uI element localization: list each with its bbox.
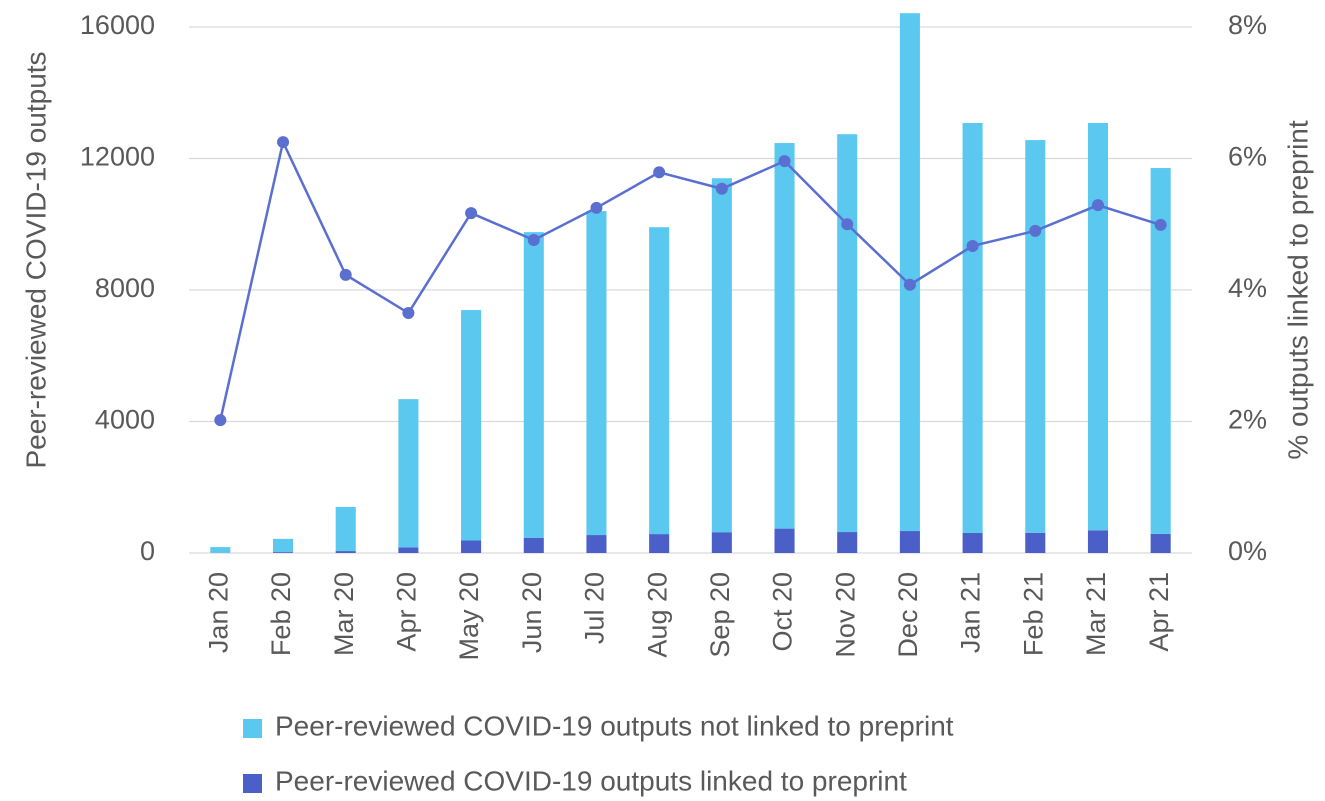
x-tick-label: Jul 20 <box>580 572 610 644</box>
x-tick-label: Oct 20 <box>768 572 798 652</box>
legend-label: Peer-reviewed COVID-19 outputs not linke… <box>275 710 954 741</box>
bar <box>273 552 294 553</box>
bar <box>1087 530 1108 553</box>
y-axis-title: Peer-reviewed COVID-19 outputs <box>20 51 51 468</box>
x-tick-label: Jan 20 <box>203 572 233 653</box>
bar <box>649 227 670 535</box>
line-point <box>778 155 791 168</box>
bar <box>210 547 231 553</box>
bar <box>335 506 356 552</box>
bar <box>837 134 858 533</box>
bar <box>461 540 482 553</box>
bar <box>899 531 920 553</box>
line-point <box>277 136 290 149</box>
line-point <box>903 278 916 291</box>
bar <box>962 122 983 534</box>
x-tick-label: Apr 21 <box>1144 572 1174 652</box>
bar <box>1087 122 1108 531</box>
y-tick-label: 8000 <box>95 273 155 303</box>
line-point <box>465 207 478 220</box>
y2-tick-label: 2% <box>1228 405 1267 435</box>
bar <box>711 178 732 533</box>
bar <box>649 534 670 553</box>
y-tick-label: 16000 <box>80 10 155 40</box>
line-point <box>966 239 979 252</box>
bar <box>1025 532 1046 553</box>
bar <box>774 528 795 553</box>
x-tick-label: Mar 21 <box>1081 572 1111 656</box>
bar <box>523 232 544 538</box>
x-tick-label: Apr 20 <box>392 572 422 652</box>
bar <box>962 533 983 553</box>
bar <box>1150 533 1171 553</box>
line-point <box>1029 224 1042 237</box>
bar <box>586 535 607 553</box>
bar <box>774 143 795 529</box>
y2-tick-label: 0% <box>1228 536 1267 566</box>
line-point <box>1091 199 1104 212</box>
y2-tick-label: 8% <box>1228 10 1267 40</box>
y2-tick-label: 6% <box>1228 142 1267 172</box>
x-tick-label: Sep 20 <box>705 572 735 658</box>
y-tick-label: 12000 <box>80 142 155 172</box>
x-tick-label: Feb 20 <box>266 572 296 656</box>
bar <box>523 537 544 553</box>
y-tick-label: 4000 <box>95 405 155 435</box>
bar <box>461 310 482 541</box>
bar <box>398 399 419 548</box>
line <box>219 138 1162 421</box>
bar <box>1025 140 1046 533</box>
line-point <box>715 182 728 195</box>
legend-swatch <box>243 719 262 738</box>
line-point <box>402 307 415 320</box>
y2-axis-title: % outputs linked to preprint <box>1282 120 1313 460</box>
x-tick-label: Nov 20 <box>830 572 860 658</box>
bar <box>837 532 858 553</box>
line-point <box>841 218 854 231</box>
x-tick-label: Mar 20 <box>329 572 359 656</box>
x-tick-label: Aug 20 <box>642 572 672 658</box>
y2-tick-label: 4% <box>1228 273 1267 303</box>
x-tick-label: Jun 20 <box>517 572 547 653</box>
legend-label: Peer-reviewed COVID-19 outputs linked to… <box>275 765 907 796</box>
legend-swatch <box>243 774 262 793</box>
x-tick-label: May 20 <box>454 572 484 661</box>
bar <box>586 211 607 536</box>
bar <box>711 532 732 553</box>
bar <box>1150 168 1171 534</box>
line-point <box>653 166 666 179</box>
bar <box>398 547 419 553</box>
bar <box>273 538 294 553</box>
line-point <box>590 201 603 214</box>
line-point <box>214 414 227 427</box>
bar <box>899 13 920 532</box>
x-tick-label: Feb 21 <box>1018 572 1048 656</box>
bar <box>335 551 356 553</box>
y-tick-label: 0 <box>140 536 155 566</box>
x-tick-label: Dec 20 <box>893 572 923 658</box>
line-point <box>527 234 540 247</box>
x-tick-label: Jan 21 <box>956 572 986 653</box>
line-point <box>1154 218 1167 231</box>
line-point <box>339 268 352 281</box>
